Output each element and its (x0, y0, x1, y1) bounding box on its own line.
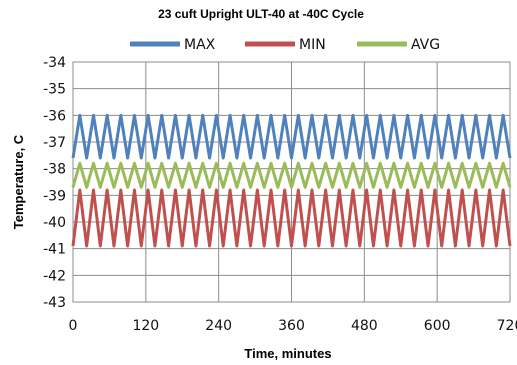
y-tick-label: -40 (43, 215, 66, 231)
y-tick-label: -41 (43, 242, 66, 258)
legend-label-min: MIN (299, 37, 326, 53)
x-tick-label: 0 (69, 318, 78, 334)
x-tick-label: 360 (278, 318, 305, 334)
y-tick-label: -43 (43, 295, 66, 311)
legend: MAX MIN AVG (130, 37, 440, 53)
x-tick-label: 600 (424, 318, 451, 334)
y-axis-ticks: -34 -35 -36 -37 -38 -39 -40 -41 -42 -43 (43, 55, 66, 311)
x-axis-ticks: 0 120 240 360 480 600 720 (69, 318, 517, 334)
legend-label-max: MAX (184, 37, 216, 53)
y-tick-label: -39 (43, 188, 66, 204)
y-tick-label: -42 (43, 268, 66, 284)
x-tick-label: 720 (497, 318, 517, 334)
x-tick-label: 480 (351, 318, 378, 334)
series-line-max (71, 113, 512, 160)
chart-title: 23 cuft Upright ULT-40 at -40C Cycle (158, 7, 364, 21)
series-line-min (71, 188, 512, 248)
y-tick-label: -36 (43, 108, 66, 124)
legend-label-avg: AVG (411, 37, 440, 53)
x-tick-label: 120 (132, 318, 159, 334)
y-tick-label: -34 (43, 55, 66, 71)
y-tick-label: -35 (43, 82, 66, 98)
y-tick-label: -37 (43, 135, 66, 151)
series-line-avg (71, 161, 512, 189)
x-axis-title: Time, minutes (244, 346, 331, 361)
y-axis-title: Temperature, C (11, 134, 26, 229)
y-tick-label: -38 (43, 162, 66, 178)
series-lines (71, 113, 512, 248)
x-tick-label: 240 (205, 318, 232, 334)
